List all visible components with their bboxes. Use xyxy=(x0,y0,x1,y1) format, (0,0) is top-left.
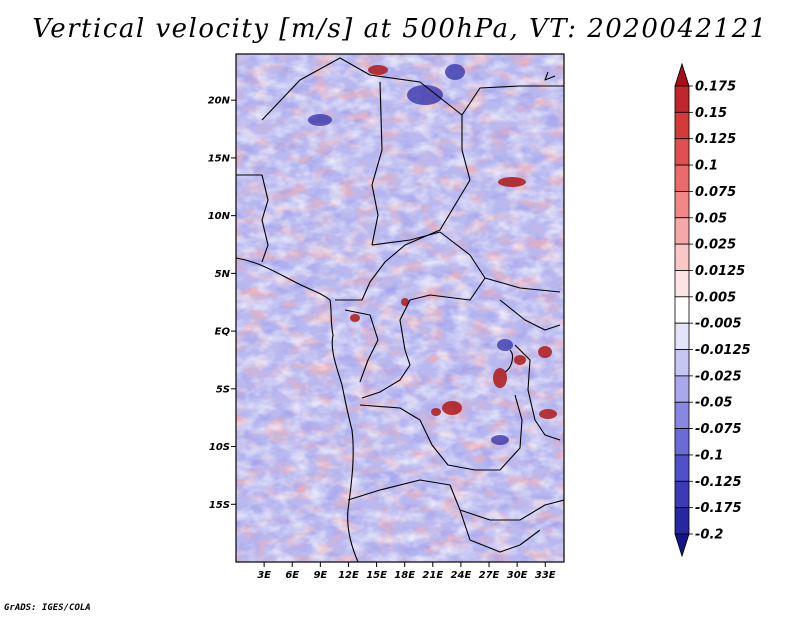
colorbar-swatch xyxy=(674,296,690,324)
velocity-field xyxy=(236,54,564,562)
colorbar-label: -0.1 xyxy=(695,448,723,463)
colorbar-label: 0.125 xyxy=(695,132,736,147)
colorbar-label: 0.175 xyxy=(695,80,736,95)
colorbar-swatch xyxy=(674,507,690,535)
x-tick-label: 15E xyxy=(366,570,387,581)
colorbar-label: -0.2 xyxy=(695,528,723,543)
x-tick-label: 3E xyxy=(257,570,271,581)
colorbar-swatch xyxy=(674,217,690,245)
colorbar-label: 0.05 xyxy=(695,211,727,226)
x-tick-label: 27E xyxy=(479,570,500,581)
colorbar-label: -0.025 xyxy=(695,369,742,384)
colorbar-swatch xyxy=(674,349,690,377)
colorbar-label: 0.15 xyxy=(695,106,727,121)
chart-title: Vertical velocity [m/s] at 500hPa, VT: 2… xyxy=(32,14,768,44)
y-axis: 20N 15N 10N 5N EQ 5S 10S 15S xyxy=(208,96,236,511)
y-tick-label: 15S xyxy=(209,500,230,511)
colorbar: 0.175 0.15 0.125 0.1 0.075 0.05 0.025 0.0125 0.0… xyxy=(674,62,751,558)
x-tick-label: 33E xyxy=(535,570,556,581)
y-tick-label: EQ xyxy=(215,327,231,338)
colorbar-swatch xyxy=(674,85,690,113)
colorbar-label: 0.1 xyxy=(695,159,718,174)
colorbar-label: -0.075 xyxy=(695,422,742,437)
colorbar-label: -0.125 xyxy=(695,475,742,490)
colorbar-swatch xyxy=(674,191,690,219)
map-frame xyxy=(235,53,565,563)
colorbar-swatch xyxy=(674,270,690,298)
colorbar-swatch xyxy=(674,375,690,403)
colorbar-label: 0.025 xyxy=(695,238,736,253)
y-tick-label: 20N xyxy=(208,96,231,107)
y-tick-label: 10N xyxy=(208,211,231,222)
colorbar-swatch xyxy=(674,243,690,271)
colorbar-label: 0.075 xyxy=(695,185,736,200)
x-tick-label: 21E xyxy=(422,570,443,581)
y-tick-label: 10S xyxy=(209,442,230,453)
colorbar-label: 0.005 xyxy=(695,290,736,305)
colorbar-label: -0.0125 xyxy=(695,343,751,358)
x-tick-label: 18E xyxy=(394,570,415,581)
y-tick-label: 15N xyxy=(208,153,231,164)
colorbar-top-arrow xyxy=(674,62,690,87)
y-tick-label: 5S xyxy=(216,384,230,395)
x-axis: 3E 6E 9E 12E 15E 18E 21E 24E 27E 30E 33E xyxy=(257,562,556,581)
x-tick-label: 24E xyxy=(451,570,472,581)
colorbar-swatch xyxy=(674,164,690,192)
colorbar-label: -0.005 xyxy=(695,317,742,332)
colorbar-swatch xyxy=(674,454,690,482)
colorbar-label: -0.05 xyxy=(695,396,732,411)
colorbar-swatch xyxy=(674,138,690,166)
x-tick-label: 6E xyxy=(285,570,299,581)
colorbar-swatch xyxy=(674,428,690,456)
x-tick-label: 12E xyxy=(338,570,359,581)
colorbar-label: -0.175 xyxy=(695,501,742,516)
x-tick-label: 30E xyxy=(507,570,528,581)
colorbar-label: 0.0125 xyxy=(695,264,745,279)
country-borders xyxy=(236,57,564,562)
colorbar-swatch xyxy=(674,401,690,429)
colorbar-swatch xyxy=(674,322,690,350)
colorbar-swatch xyxy=(674,111,690,140)
grads-credit: GrADS: IGES/COLA xyxy=(4,603,91,613)
colorbar-swatch xyxy=(674,480,690,509)
x-tick-label: 9E xyxy=(313,570,327,581)
y-tick-label: 5N xyxy=(215,269,231,280)
colorbar-bottom-arrow xyxy=(674,533,690,558)
